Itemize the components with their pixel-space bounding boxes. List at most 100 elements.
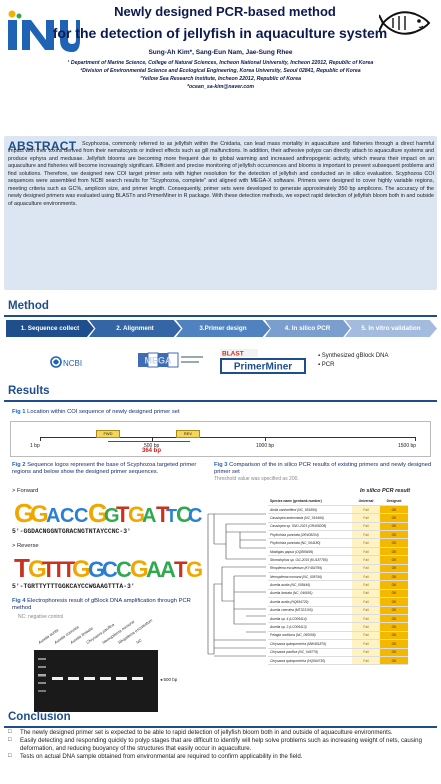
reverse-primer-sequence: 5'-TGRTTYTTTGGKCAYCCWGAAGTTTA-3'	[12, 583, 135, 590]
coi-sequence-axis	[40, 437, 416, 438]
designed-result-cell: OK	[380, 589, 408, 599]
svg-text:PrimerMiner: PrimerMiner	[234, 362, 292, 373]
conclusion-heading: Conclusion	[8, 711, 71, 723]
conclusion-item: Tests on actual DNA sample obtained from…	[8, 753, 436, 761]
svg-text:A: A	[160, 557, 176, 581]
table-row: Pelagia noctiluca (NC_060058) Fail OK	[268, 631, 408, 641]
svg-text:C: C	[188, 505, 202, 526]
university-logo	[6, 10, 80, 54]
universal-result-cell: Fail	[352, 538, 380, 548]
species-cell: Chrysaora pacifica (NC_046776)	[268, 648, 352, 657]
svg-text:C: C	[102, 557, 118, 581]
col-header: Universal	[352, 497, 380, 506]
svg-text:T: T	[52, 557, 66, 581]
universal-result-cell: Fail	[352, 656, 380, 666]
designed-result-cell: OK	[380, 564, 408, 574]
universal-result-cell: Fail	[352, 589, 380, 599]
designed-result-cell: OK	[380, 547, 408, 557]
fig1-caption: Fig 1 Location within COI sequence of ne…	[12, 409, 180, 415]
species-cell: Aurelia aurita (HQ694729)	[268, 597, 352, 607]
axis-tick	[265, 437, 266, 441]
species-cell: Aurelia coerulea (MT323105)	[268, 606, 352, 615]
table-row: Aurelia coerulea (MT323105) Fail OK	[268, 606, 408, 615]
conclusion-item: Easily detecting and responding quickly …	[8, 737, 436, 753]
svg-text:T: T	[14, 553, 30, 581]
results-divider	[4, 400, 437, 402]
universal-result-cell: Fail	[352, 639, 380, 649]
fish-icon	[378, 6, 433, 40]
species-cell: Mastigias papua (OQ889496)	[268, 547, 352, 557]
universal-result-cell: Fail	[352, 530, 380, 540]
designed-result-cell: OK	[380, 538, 408, 548]
svg-text:C: C	[60, 505, 74, 526]
axis-tick	[40, 437, 41, 441]
method-step-2: 2. Alignment	[89, 320, 181, 337]
species-cell: Phyllorhiza punctata (OR408204)	[268, 530, 352, 540]
method-step-5: 5. In vitro validation	[345, 320, 437, 337]
designed-result-cell: OK	[380, 572, 408, 582]
axis-tick-label: 1000 bp	[256, 443, 275, 449]
fig3-caption: Fig 3 Comparison of the in silico PCR re…	[214, 462, 432, 475]
species-cell: Chrysaora quinquecirrha (HQ694730)	[268, 656, 352, 666]
svg-text:G: G	[128, 502, 145, 526]
table-row: Stomolophus sp. OG-2015 (KU187785) Fail OK	[268, 555, 408, 565]
svg-text:G: G	[30, 501, 49, 526]
abstract-text: Scyphozoa, commonly referred to as jelly…	[8, 141, 434, 207]
method-step-1: 1. Sequence collect	[6, 320, 94, 337]
table-row: Phyllorhiza punctata (NC_064180) Fail OK	[268, 538, 408, 548]
designed-result-cell: OK	[380, 656, 408, 666]
species-cell: Aurelia aurita (NC_008446)	[268, 580, 352, 590]
species-cell: Cassiopea andromeda (NC_016466)	[268, 513, 352, 523]
svg-text:G: G	[88, 557, 105, 581]
svg-text:G: G	[130, 556, 149, 581]
universal-result-cell: Fail	[352, 513, 380, 523]
method-output-item: ▪ PCR	[318, 362, 335, 368]
method-outputs: ▪ Synthesized gBlock DNA ▪ PCR	[318, 352, 389, 370]
universal-result-cell: Fail	[352, 631, 380, 641]
fig2-caption: Fig 2 Sequence logos represent the base …	[12, 462, 197, 475]
contact-email: *ocean_sa-kim@naver.com	[186, 84, 255, 90]
col-header: Species name (genbank number)	[268, 497, 352, 506]
table-row: Cassiopea andromeda (NC_016466) Fail OK	[268, 513, 408, 523]
table-header-row: Species name (genbank number) Universal …	[268, 497, 408, 506]
designed-result-cell: OK	[380, 522, 408, 532]
reverse-primer-marker: REV	[176, 430, 200, 438]
svg-text:G: G	[28, 556, 47, 581]
results-heading: Results	[8, 385, 50, 397]
reverse-label: > Reverse	[12, 543, 39, 549]
fig4-caption: Fig 4 Electrophoresis result of gBlock D…	[12, 598, 191, 611]
designed-result-cell: OK	[380, 555, 408, 565]
table-row: Rhopilema esculentum (KY454799) Fail OK	[268, 564, 408, 574]
col-header: Designed	[380, 497, 408, 506]
mega-logo: MEGA	[138, 352, 204, 368]
universal-result-cell: Fail	[352, 622, 380, 632]
fig3-note: Threshold value was specified as 200.	[214, 476, 299, 482]
fig1-frame	[10, 421, 431, 457]
designed-result-cell: OK	[380, 639, 408, 649]
table-row: Chrysaora quinquecirrha (MW451876) Fail OK	[268, 639, 408, 649]
universal-result-cell: Fail	[352, 555, 380, 565]
svg-text:G: G	[88, 498, 108, 526]
method-step-3: 3.Primer design	[176, 320, 270, 337]
forward-primer-marker: FWD	[96, 430, 120, 438]
conclusion-list: The newly designed primer set is expecte…	[8, 729, 436, 761]
designed-result-cell: OK	[380, 631, 408, 641]
amplicon-span	[108, 441, 190, 442]
affiliation-1: ¹ Department of Marine Science, College …	[67, 60, 374, 66]
forward-sequence-logo: G G A C C G G T G A T T C C	[12, 496, 202, 528]
poster-title-line1: Newly designed PCR-based method	[114, 4, 336, 19]
method-step-4: 4. In silico PCR	[265, 320, 350, 337]
universal-result-cell: Fail	[352, 606, 380, 615]
table-row: Aurelia aurita (HQ694729) Fail OK	[268, 597, 408, 607]
species-cell: Chrysaora quinquecirrha (MW451876)	[268, 639, 352, 649]
table-row: Phyllorhiza punctata (OR408204) Fail OK	[268, 530, 408, 540]
electrophoresis-gel	[34, 650, 158, 712]
table-row: Chrysaora quinquecirrha (HQ694730) Fail OK	[268, 656, 408, 666]
fig4-note: NC: negative control	[18, 614, 64, 620]
designed-result-cell: OK	[380, 648, 408, 657]
affiliation-3: ³Yellow Sea Research Institute, Incheon …	[140, 76, 301, 82]
forward-label: > Forward	[12, 488, 39, 494]
species-cell: Cassiopea sp. SNU-2023 (OR408208)	[268, 522, 352, 532]
svg-text:T: T	[166, 506, 177, 526]
table-row: Aurelia limbata (NC_046691) Fail OK	[268, 589, 408, 599]
